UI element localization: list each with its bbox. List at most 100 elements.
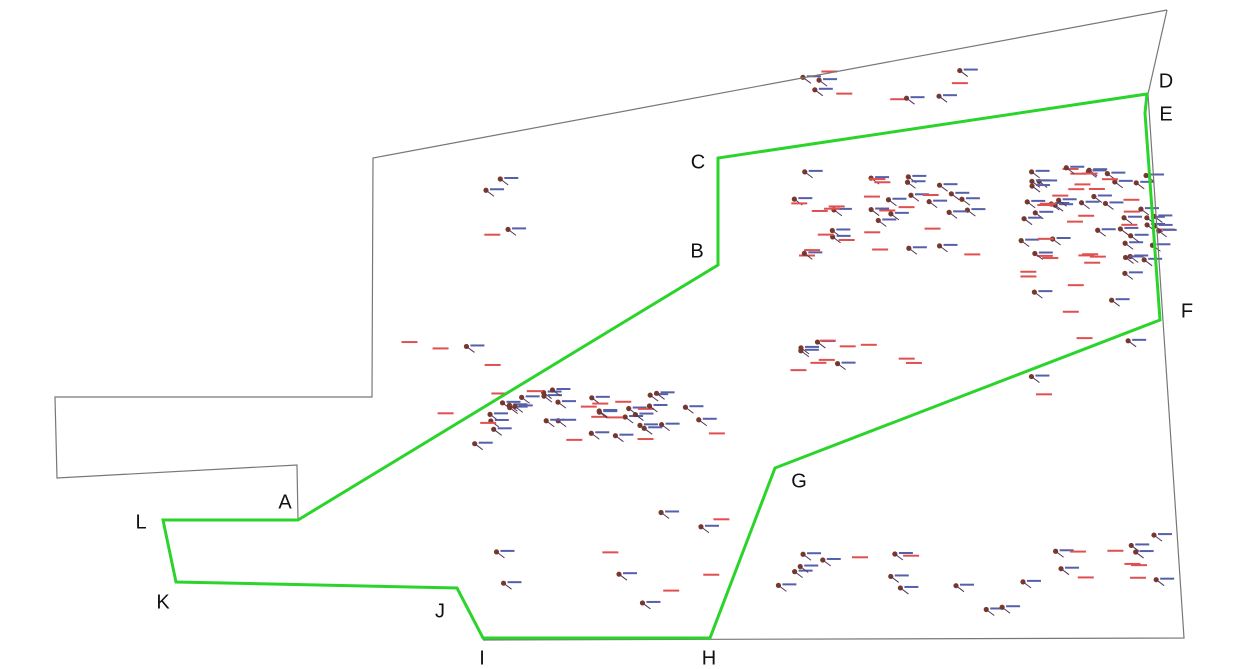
survey-tag [1035,374,1050,377]
survey-tick [1031,171,1040,179]
survey-tag [615,400,632,403]
survey-tag [1109,201,1124,204]
point-label: B [690,240,703,262]
survey-tick [635,414,644,421]
survey-tick [661,424,670,432]
survey-tick [910,194,920,202]
survey-tick [1127,340,1137,348]
survey-tick [1081,202,1090,210]
survey-tag [489,188,504,191]
survey-tag [1031,199,1046,202]
survey-tag [808,169,823,172]
survey-tick [822,559,832,567]
survey-tick [1140,208,1150,216]
survey-tag [1118,179,1133,182]
survey-tick [700,526,710,534]
survey-tag [480,421,497,424]
survey-tick [802,553,812,561]
survey-tag [1156,243,1171,246]
survey-tag [1066,220,1083,223]
survey-tick [1120,228,1129,236]
survey-tag [841,361,856,364]
point-label: F [1181,300,1193,322]
survey-tag [513,405,528,408]
survey-tag [663,589,680,592]
survey-tick [543,392,552,399]
survey-tag [1039,210,1054,213]
survey-tag [804,348,819,351]
survey-tag [470,344,485,347]
survey-tick [1124,242,1134,250]
survey-tick [948,211,958,219]
survey-tag [860,343,877,346]
survey-tag [1076,337,1093,340]
survey-tick [818,79,828,87]
survey-tag [591,415,608,418]
survey-tag [562,418,577,421]
survey-tick [1114,181,1124,189]
survey-tag [526,390,543,393]
survey-tag [1111,171,1126,174]
survey-tick [907,181,916,189]
survey-tick [1124,272,1134,280]
survey-tick [804,252,813,260]
survey-tag [1078,214,1095,217]
survey-tag [1036,393,1053,396]
survey-tag [603,408,618,411]
survey-tag [837,207,852,210]
point-label: C [691,151,705,173]
survey-tag [607,416,624,419]
survey-tick [1154,225,1163,233]
survey-tag [595,431,610,434]
survey-tick [939,245,948,253]
survey-tick [656,392,665,400]
survey-tick [1123,217,1133,225]
survey-tag [637,438,654,441]
survey-tick [928,201,938,209]
survey-tag [1036,254,1053,257]
survey-tick [643,427,653,435]
survey-tick [1052,238,1061,246]
survey-tag [713,518,730,521]
survey-tag [819,339,836,342]
survey-tick [1143,259,1153,267]
survey-tag [894,574,909,577]
survey-tag [643,423,658,426]
survey-tag [965,197,980,200]
survey-tag [1121,223,1138,226]
survey-tag [1059,549,1074,552]
survey-tag [1129,241,1144,244]
survey-tick [900,587,909,595]
survey-tag [1025,238,1040,241]
survey-tag [1037,204,1054,207]
survey-tick [509,407,518,415]
survey-tag [1068,188,1085,191]
survey-tick [599,411,608,419]
survey-tag [971,208,986,211]
survey-tag [513,403,528,406]
survey-tag [864,231,881,234]
survey-tag [1128,215,1143,218]
survey-tag [507,581,522,584]
survey-tick [938,95,948,103]
survey-tag [1150,215,1165,218]
survey-tick [985,609,995,616]
survey-tag [1056,236,1071,239]
survey-tick [521,396,530,404]
survey-tick [649,405,658,413]
survey-tag [817,233,834,236]
survey-tag [708,432,725,435]
survey-tag [1139,550,1154,553]
survey-tag [602,551,619,554]
survey-tick [1065,167,1075,175]
survey-tag [703,573,720,576]
survey-tag [1039,202,1056,205]
point-label: H [702,647,716,669]
survey-tag [1123,198,1140,201]
survey-tick [628,408,638,415]
survey-tag [580,405,597,408]
survey-tag [1107,549,1124,552]
survey-tag [879,209,896,212]
survey-tick [1031,180,1041,188]
survey-tag [491,392,508,395]
